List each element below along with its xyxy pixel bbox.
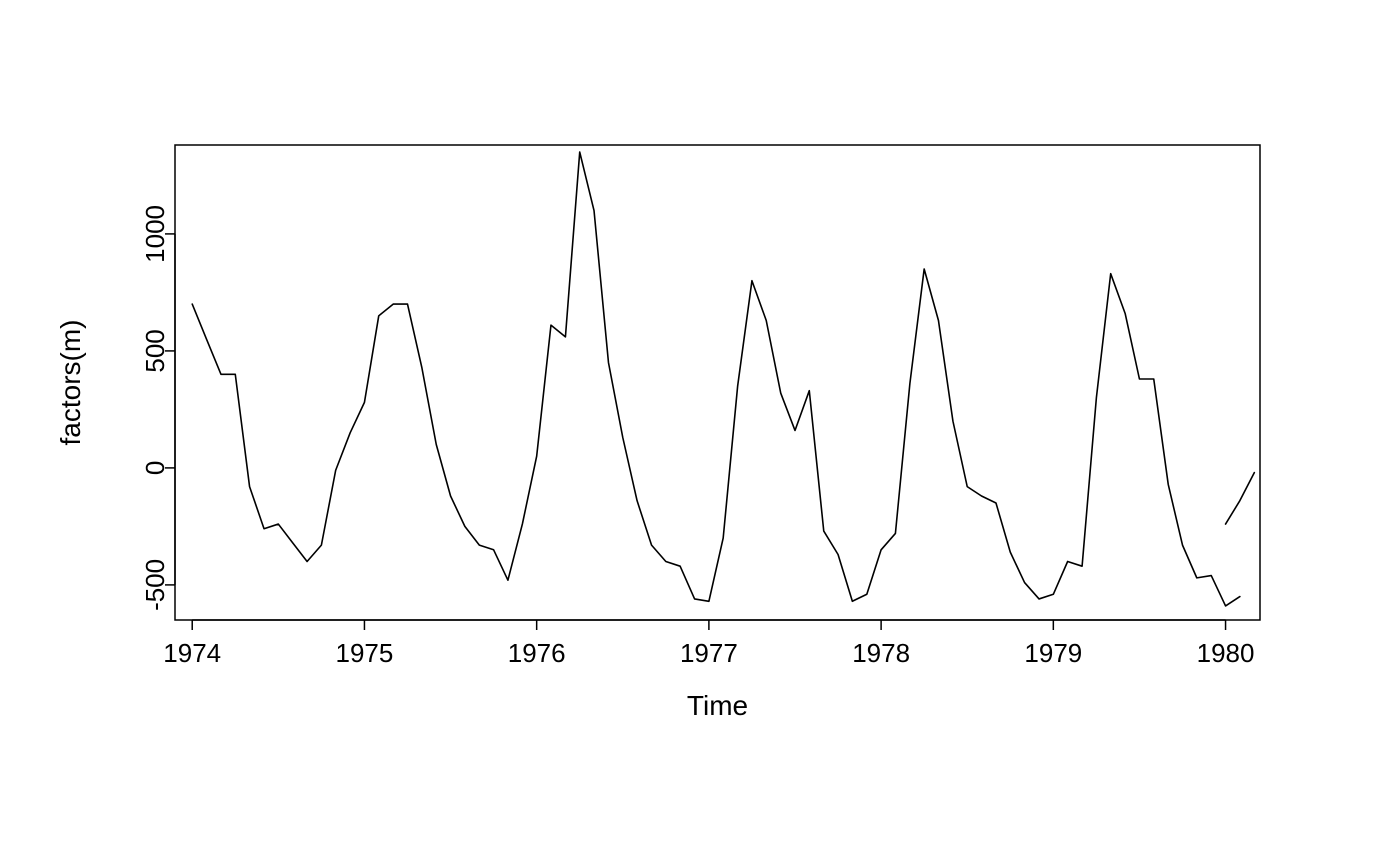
line-chart: -500 0 500 1000 1974 1975 1976 1977 1978 1979 1980… [0,0,1400,865]
y-tick-label: 1000 [140,205,170,263]
x-tick-label: 1976 [508,638,566,668]
x-tick-label: 1979 [1024,638,1082,668]
x-tick-label: 1975 [336,638,394,668]
x-tick-label: 1977 [680,638,738,668]
y-tick-label: -500 [140,559,170,611]
y-tick-label: 0 [140,461,170,475]
y-axis-label: factors(m) [55,320,86,446]
x-tick-label: 1980 [1197,638,1255,668]
y-tick-label: 500 [140,329,170,372]
x-axis-label: Time [687,690,748,721]
chart-container: -500 0 500 1000 1974 1975 1976 1977 1978 1979 1980… [0,0,1400,865]
chart-bg [0,0,1400,865]
x-tick-label: 1974 [163,638,221,668]
x-tick-label: 1978 [852,638,910,668]
